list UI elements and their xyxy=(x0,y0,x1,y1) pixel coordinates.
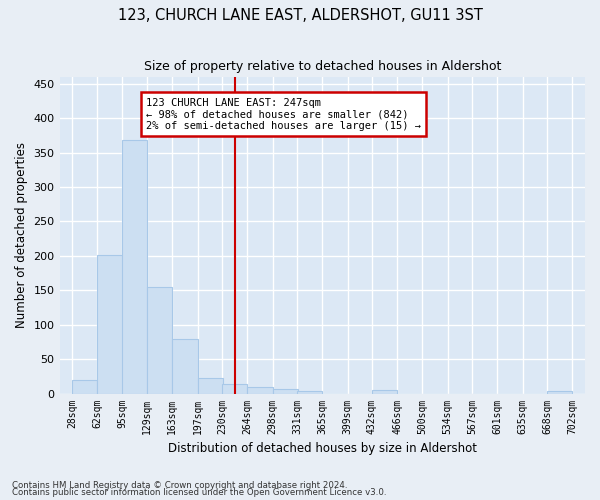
Text: Contains HM Land Registry data © Crown copyright and database right 2024.: Contains HM Land Registry data © Crown c… xyxy=(12,480,347,490)
Bar xyxy=(247,388,272,394)
Text: 123, CHURCH LANE EAST, ALDERSHOT, GU11 3ST: 123, CHURCH LANE EAST, ALDERSHOT, GU11 3… xyxy=(118,8,482,22)
Bar xyxy=(197,378,223,394)
Title: Size of property relative to detached houses in Aldershot: Size of property relative to detached ho… xyxy=(143,60,501,73)
Bar xyxy=(222,384,247,394)
Y-axis label: Number of detached properties: Number of detached properties xyxy=(15,142,28,328)
Bar xyxy=(122,140,147,394)
Bar xyxy=(297,391,322,394)
Bar xyxy=(372,390,397,394)
Bar xyxy=(72,380,97,394)
Bar xyxy=(172,339,197,394)
Bar xyxy=(272,388,298,394)
Bar xyxy=(97,254,122,394)
X-axis label: Distribution of detached houses by size in Aldershot: Distribution of detached houses by size … xyxy=(168,442,477,455)
Bar xyxy=(547,392,572,394)
Text: Contains public sector information licensed under the Open Government Licence v3: Contains public sector information licen… xyxy=(12,488,386,497)
Bar xyxy=(147,287,172,394)
Text: 123 CHURCH LANE EAST: 247sqm
← 98% of detached houses are smaller (842)
2% of se: 123 CHURCH LANE EAST: 247sqm ← 98% of de… xyxy=(146,98,421,130)
